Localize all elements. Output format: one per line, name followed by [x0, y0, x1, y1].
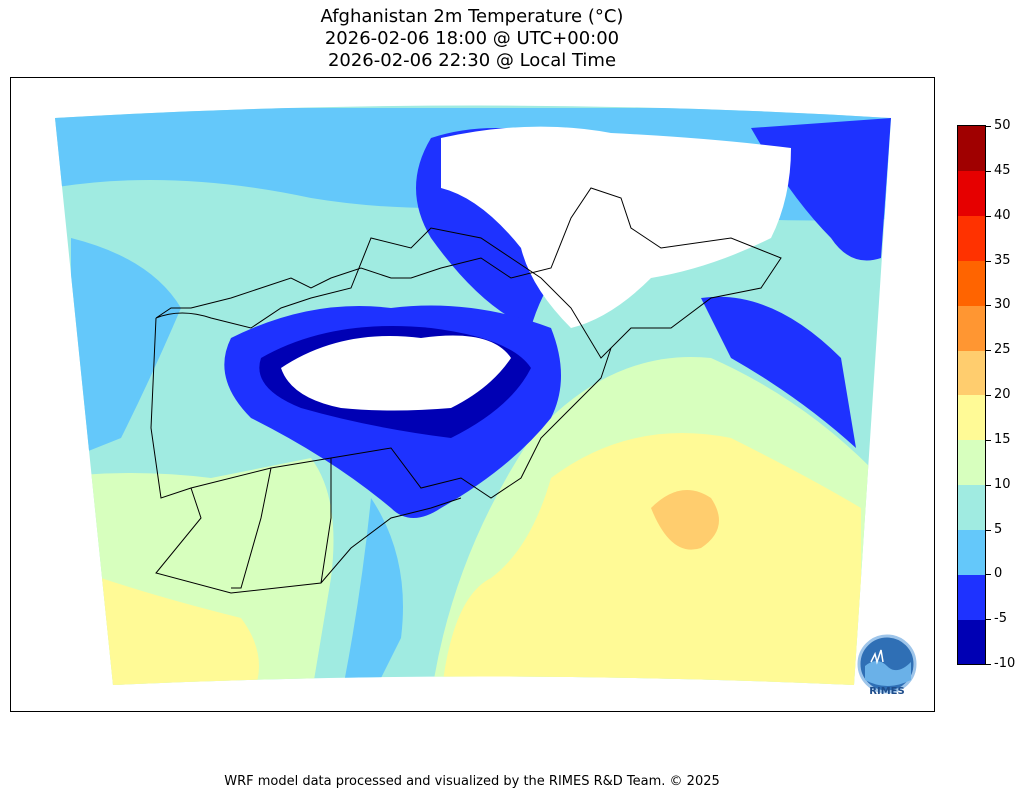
colorbar-tick — [986, 305, 991, 306]
map-canvas — [55, 105, 891, 685]
colorbar-tick — [986, 126, 991, 127]
colorbar — [957, 125, 986, 665]
rimes-logo-icon — [857, 634, 917, 694]
field-20-25 — [651, 490, 719, 550]
temperature-map — [10, 77, 935, 712]
colorbar-tick-label: 45 — [994, 163, 1011, 178]
colorbar-segment — [958, 305, 985, 351]
colorbar-tick — [986, 440, 991, 441]
colorbar-tick — [986, 261, 991, 262]
colorbar-tick-label: 40 — [994, 208, 1011, 223]
colorbar-tick — [986, 395, 991, 396]
colorbar-tick — [986, 171, 991, 172]
colorbar-segment — [958, 170, 985, 217]
title-line-2: 2026-02-06 18:00 @ UTC+00:00 — [324, 28, 620, 49]
logo-text: RIMES — [869, 686, 905, 697]
colorbar-tick — [986, 664, 991, 665]
colorbar-tick-label: 35 — [994, 253, 1011, 268]
field-below-neg10-center — [281, 335, 511, 411]
colorbar-tick-label: 25 — [994, 342, 1011, 357]
field-15-20-south — [441, 433, 861, 685]
map-title: Afghanistan 2m Temperature (°C) 2026-02-… — [0, 6, 944, 72]
field-0-5-south — [341, 498, 403, 685]
colorbar-tick — [986, 485, 991, 486]
country-borders-north — [155, 187, 782, 359]
colorbar-segment — [958, 619, 985, 665]
colorbar-tick — [986, 574, 991, 575]
title-line-3: 2026-02-06 22:30 @ Local Time — [327, 50, 617, 71]
colorbar-tick-label: 50 — [994, 118, 1011, 133]
title-line-1: Afghanistan 2m Temperature (°C) — [320, 6, 624, 27]
colorbar-tick-label: -10 — [994, 656, 1016, 671]
colorbar-tick-label: 20 — [994, 387, 1011, 402]
colorbar-segment — [958, 484, 985, 530]
colorbar-tick-label: 5 — [994, 522, 1003, 537]
field-below-neg10-north — [441, 126, 791, 328]
colorbar-tick-label: 0 — [994, 566, 1003, 581]
colorbar-tick-label: -5 — [994, 611, 1007, 626]
colorbar-segment — [958, 439, 985, 486]
field-neg5-0-east — [701, 296, 856, 448]
colorbar-segment — [958, 574, 985, 620]
field-0-5-west — [71, 238, 181, 458]
colorbar-segment — [958, 126, 985, 172]
province-borders — [150, 317, 612, 594]
colorbar-segment — [958, 215, 985, 261]
field-15-20-sw — [101, 578, 259, 685]
colorbar-tick-label: 10 — [994, 477, 1011, 492]
colorbar-tick — [986, 530, 991, 531]
colorbar-segment — [958, 529, 985, 575]
colorbar-segment — [958, 350, 985, 396]
colorbar-tick — [986, 619, 991, 620]
colorbar-tick-label: 15 — [994, 432, 1011, 447]
colorbar-tick — [986, 216, 991, 217]
colorbar-tick-label: 30 — [994, 297, 1011, 312]
colorbar-segment — [958, 260, 985, 306]
footer-credit: WRF model data processed and visualized … — [224, 774, 720, 789]
colorbar-tick — [986, 350, 991, 351]
colorbar-segment — [958, 395, 985, 441]
